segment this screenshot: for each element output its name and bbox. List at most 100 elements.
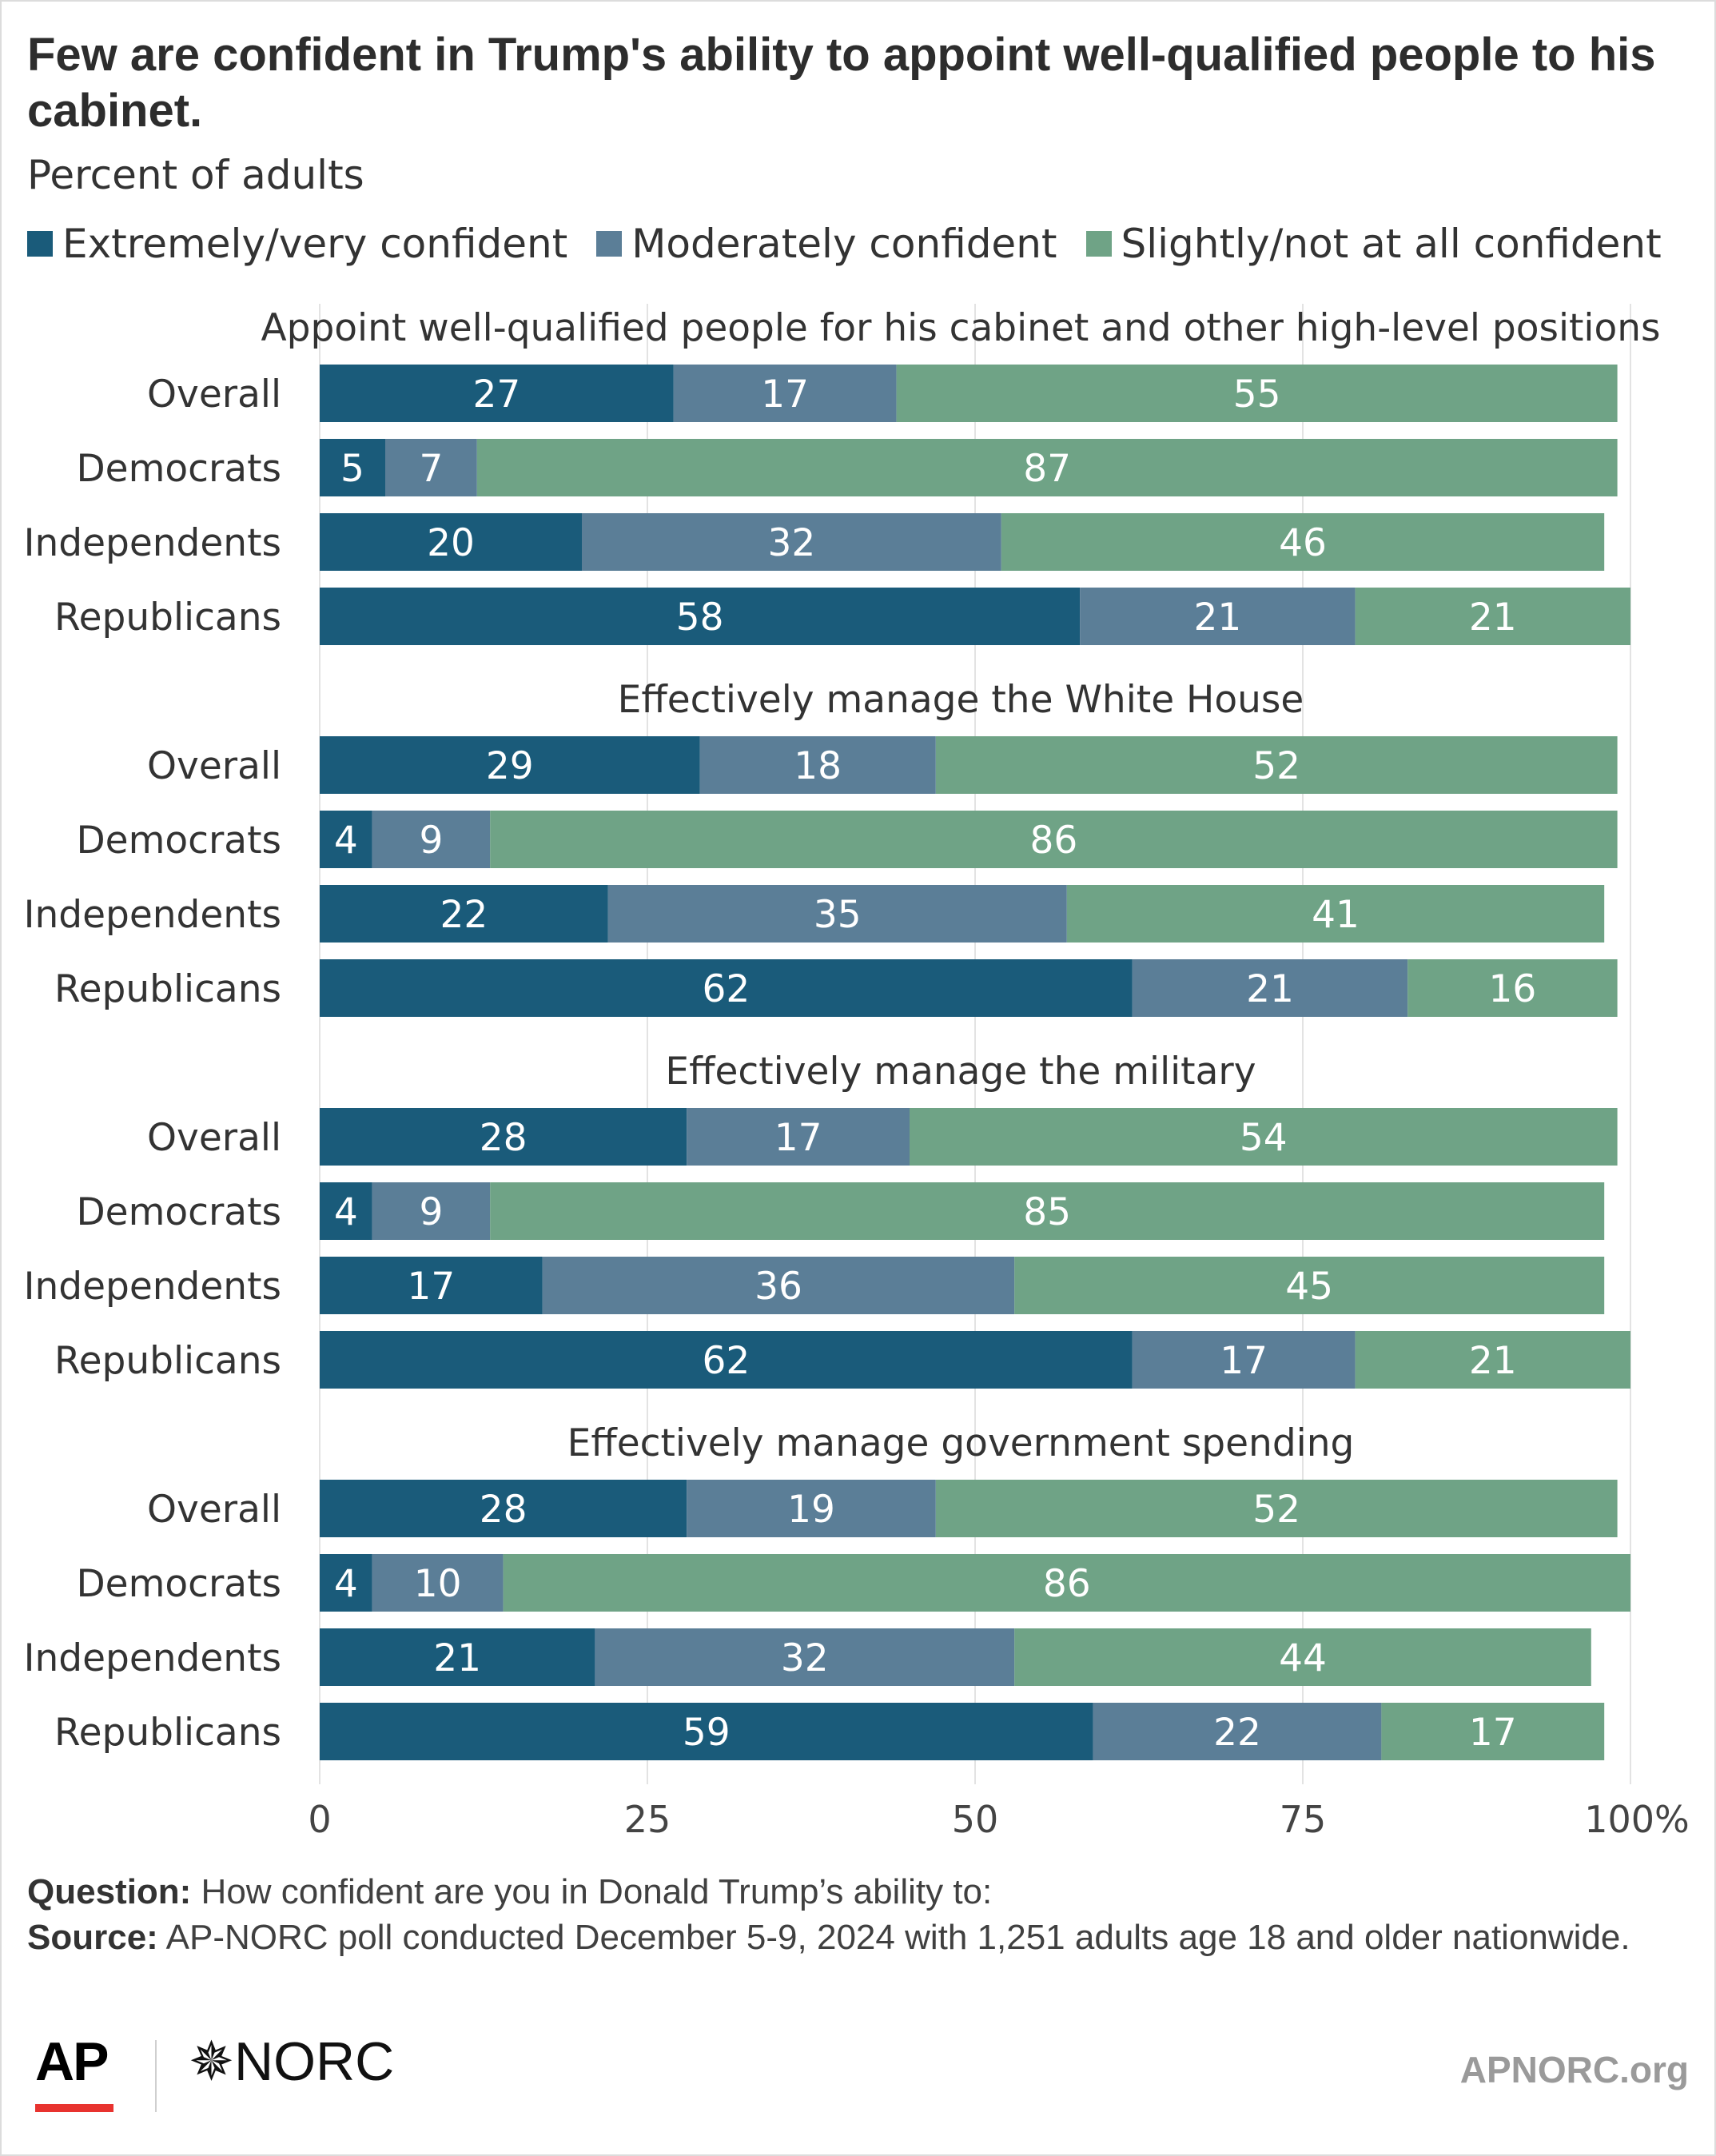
source-note: Source: AP-NORC poll conducted December …	[27, 1915, 1690, 1960]
legend-swatch	[1085, 231, 1112, 257]
bar-segment	[320, 1554, 372, 1612]
bar-segment	[1381, 1703, 1605, 1760]
data-label: 85	[1023, 1190, 1071, 1234]
bar-segment	[582, 513, 1001, 571]
data-label: 21	[1193, 596, 1241, 640]
legend-item-extremely-very: Extremely/very confident	[27, 221, 567, 267]
bar-segment	[320, 811, 372, 868]
data-label: 62	[702, 1339, 750, 1383]
question-note: Question: How confident are you in Donal…	[27, 1869, 1690, 1915]
panel-title: Effectively manage the military	[665, 1050, 1256, 1094]
bar-segment	[1014, 1257, 1605, 1314]
bar-segment	[1014, 1628, 1591, 1686]
bar-segment	[1001, 513, 1605, 571]
bar-segment	[320, 1628, 595, 1686]
data-label: 45	[1285, 1265, 1333, 1309]
bar-segment	[1355, 588, 1630, 645]
bar-segment	[673, 365, 897, 422]
bar-segment	[372, 1182, 491, 1240]
source-text: AP-NORC poll conducted December 5-9, 202…	[157, 1918, 1630, 1957]
data-label: 62	[702, 967, 750, 1011]
data-label: 7	[419, 447, 443, 491]
question-label: Question:	[27, 1872, 192, 1911]
x-tick-label: 0	[308, 1798, 331, 1841]
data-label: 17	[774, 1116, 822, 1160]
bar-segment	[372, 811, 491, 868]
data-label: 4	[334, 1190, 358, 1234]
bar-segment	[935, 1480, 1618, 1537]
data-label: 28	[480, 1488, 528, 1532]
bar-segment	[490, 811, 1618, 868]
chart-notes: Question: How confident are you in Donal…	[27, 1869, 1690, 1960]
legend-item-slightly-not: Slightly/not at all confident	[1085, 221, 1662, 267]
data-label: 17	[407, 1265, 455, 1309]
row-label: Democrats	[76, 447, 281, 491]
data-label: 27	[472, 373, 520, 416]
row-label: Democrats	[76, 819, 281, 863]
bar-segment	[1132, 1331, 1356, 1389]
x-tick-label: 100%	[1584, 1798, 1690, 1841]
site-url: APNORC.org	[1459, 2049, 1689, 2090]
legend-label: Slightly/not at all confident	[1121, 221, 1662, 267]
legend-label: Extremely/very confident	[62, 221, 568, 267]
bar-segment	[1407, 959, 1618, 1017]
norc-logo: ✵NORC	[189, 2030, 394, 2094]
ap-logo: AP	[35, 2031, 109, 2092]
bar-segment	[542, 1257, 1015, 1314]
data-label: 52	[1252, 744, 1300, 788]
x-tick-label: 25	[624, 1798, 671, 1841]
bar-segment	[320, 439, 385, 496]
bar-segment	[320, 1257, 543, 1314]
data-label: 35	[814, 893, 862, 937]
legend-swatch	[596, 231, 623, 257]
chart-title: Few are confident in Trump's ability to …	[27, 29, 1656, 137]
source-label: Source:	[27, 1918, 158, 1957]
bar-segment	[607, 885, 1067, 943]
row-label: Independents	[24, 521, 281, 565]
panel: Effectively manage the military Overall 28…	[24, 1050, 1630, 1389]
bar-segment	[687, 1108, 910, 1166]
data-label: 32	[781, 1636, 829, 1680]
panel-title: Appoint well-qualified people for his ca…	[261, 306, 1660, 350]
data-label: 17	[761, 373, 809, 416]
row-label: Republicans	[54, 1711, 281, 1755]
bar-segment	[595, 1628, 1015, 1686]
row-label: Republicans	[54, 1339, 281, 1383]
bar-segment	[1132, 959, 1408, 1017]
data-label: 21	[1469, 1339, 1517, 1383]
data-label: 44	[1279, 1636, 1327, 1680]
stacked-bar-chart: Appoint well-qualified people for his ca…	[24, 304, 1690, 1841]
bar-segment	[385, 439, 477, 496]
bar-segment	[1355, 1331, 1630, 1389]
bar-segment	[896, 365, 1618, 422]
bar-segment	[320, 1480, 687, 1537]
data-label: 4	[334, 819, 358, 863]
legend-item-moderately: Moderately confident	[596, 221, 1057, 267]
bar-segment	[935, 736, 1618, 794]
data-label: 87	[1023, 447, 1071, 491]
data-label: 16	[1488, 967, 1536, 1011]
bar-segment	[1066, 885, 1605, 943]
chart-subtitle: Percent of adults	[27, 152, 364, 198]
bar-segment	[699, 736, 936, 794]
bar-segment	[320, 1703, 1093, 1760]
data-label: 29	[486, 744, 534, 788]
data-label: 21	[1469, 596, 1517, 640]
data-label: 52	[1252, 1488, 1300, 1532]
data-label: 21	[1246, 967, 1294, 1011]
bar-segment	[490, 1182, 1605, 1240]
legend: Extremely/very confident Moderately conf…	[27, 217, 1690, 270]
data-label: 41	[1312, 893, 1360, 937]
bar-segment	[320, 1182, 372, 1240]
bar-segment	[320, 1108, 687, 1166]
data-label: 17	[1469, 1711, 1517, 1755]
bar-segment	[320, 1331, 1133, 1389]
data-label: 32	[767, 521, 815, 565]
row-label: Overall	[147, 744, 281, 788]
data-label: 9	[419, 1190, 443, 1234]
x-axis: 0 25 50 75 100%	[308, 1798, 1689, 1841]
bar-segment	[910, 1108, 1618, 1166]
panel-title: Effectively manage government spending	[567, 1421, 1355, 1465]
data-label: 36	[754, 1265, 802, 1309]
